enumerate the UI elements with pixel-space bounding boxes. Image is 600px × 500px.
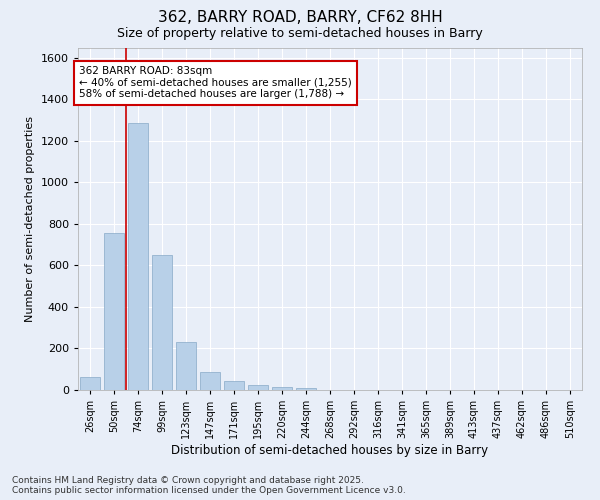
Bar <box>128 124 148 390</box>
Bar <box>296 388 316 390</box>
Bar <box>176 342 196 390</box>
Bar <box>224 380 244 390</box>
Bar <box>80 376 100 390</box>
Text: Size of property relative to semi-detached houses in Barry: Size of property relative to semi-detach… <box>117 28 483 40</box>
Bar <box>200 372 220 390</box>
Text: 362, BARRY ROAD, BARRY, CF62 8HH: 362, BARRY ROAD, BARRY, CF62 8HH <box>158 10 442 25</box>
Bar <box>248 385 268 390</box>
Bar <box>272 387 292 390</box>
Bar <box>104 234 124 390</box>
Bar <box>152 255 172 390</box>
Y-axis label: Number of semi-detached properties: Number of semi-detached properties <box>25 116 35 322</box>
Text: Contains HM Land Registry data © Crown copyright and database right 2025.
Contai: Contains HM Land Registry data © Crown c… <box>12 476 406 495</box>
Text: 362 BARRY ROAD: 83sqm
← 40% of semi-detached houses are smaller (1,255)
58% of s: 362 BARRY ROAD: 83sqm ← 40% of semi-deta… <box>79 66 352 100</box>
X-axis label: Distribution of semi-detached houses by size in Barry: Distribution of semi-detached houses by … <box>172 444 488 457</box>
